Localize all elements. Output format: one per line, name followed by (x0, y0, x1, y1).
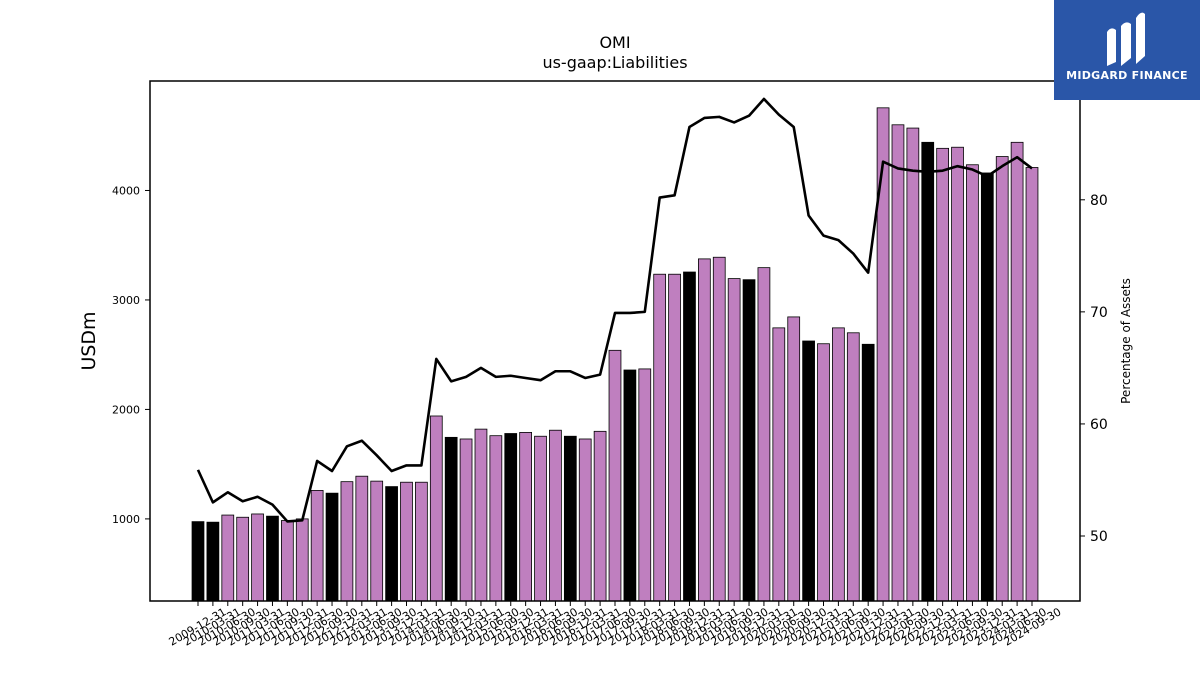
bar (727, 278, 741, 602)
y2-tick-label: 60 (1090, 417, 1108, 433)
bar (415, 481, 428, 602)
bar (563, 435, 577, 602)
bar (295, 518, 309, 602)
bar (236, 516, 250, 602)
bar (906, 127, 920, 602)
bar (787, 316, 801, 602)
bar (325, 492, 339, 602)
bar (310, 490, 324, 602)
brand-logo: MIDGARD FINANCE (1054, 0, 1200, 100)
bar (995, 156, 1009, 602)
y2-tick-label: 70 (1090, 305, 1108, 321)
left-axis: 1000 2000 3000 4000 (112, 184, 150, 526)
y-tick-label: 1000 (112, 513, 140, 526)
bar (846, 332, 860, 602)
bar (593, 430, 607, 602)
bar (921, 141, 935, 602)
bar (861, 343, 875, 602)
y2-tick-label: 50 (1090, 529, 1108, 545)
bar (772, 327, 786, 602)
bar (653, 273, 667, 602)
bar (966, 164, 979, 602)
bar (266, 515, 279, 602)
brand-name: MIDGARD FINANCE (1066, 69, 1188, 82)
bar (757, 267, 771, 602)
bar (444, 436, 458, 602)
bar (623, 369, 637, 602)
bar (549, 429, 562, 602)
bar (891, 124, 905, 602)
bar (251, 513, 264, 602)
bar (1025, 167, 1039, 602)
bar (221, 514, 235, 602)
bar (474, 428, 488, 602)
bar (280, 520, 294, 602)
midgard-logo-icon (1107, 12, 1145, 66)
y2-tick-label: 80 (1090, 193, 1108, 209)
chart-title: OMI (599, 33, 630, 52)
bar (355, 475, 369, 602)
bar (712, 256, 726, 602)
bar (459, 438, 473, 602)
bar (519, 432, 533, 602)
chart-subtitle: us-gaap:Liabilities (542, 53, 687, 72)
bar (638, 368, 652, 602)
bar (802, 340, 815, 602)
bar-series (191, 107, 1039, 602)
bar (832, 327, 845, 602)
bar (1010, 141, 1024, 602)
y-axis-label: USDm (78, 311, 100, 370)
bar (534, 435, 547, 602)
x-axis: 2009-12-312010-03-312010-06-302010-09-30… (167, 601, 1064, 649)
bar (370, 480, 384, 602)
bar (742, 279, 756, 602)
bar (683, 271, 696, 602)
line-series (196, 97, 1033, 523)
bar (578, 438, 592, 602)
right-axis: 50 60 70 80 (1080, 193, 1108, 545)
y2-axis-label: Percentage of Assets (1119, 278, 1133, 404)
bar (608, 349, 622, 602)
bar (951, 146, 964, 602)
bar (668, 273, 681, 602)
bar (698, 258, 711, 602)
y-tick-label: 2000 (112, 403, 140, 416)
y-tick-label: 4000 (112, 184, 140, 197)
bar (876, 107, 890, 602)
bar (400, 481, 413, 602)
bar (936, 147, 950, 602)
bar (206, 521, 220, 602)
bar (980, 172, 994, 602)
bar (489, 435, 503, 602)
pct-of-assets-line (196, 97, 1033, 523)
bar (340, 481, 354, 602)
bar (429, 415, 443, 602)
bar (191, 521, 205, 602)
bar (817, 343, 830, 602)
bar (385, 486, 398, 602)
bar (504, 433, 518, 602)
y-tick-label: 3000 (112, 294, 140, 307)
